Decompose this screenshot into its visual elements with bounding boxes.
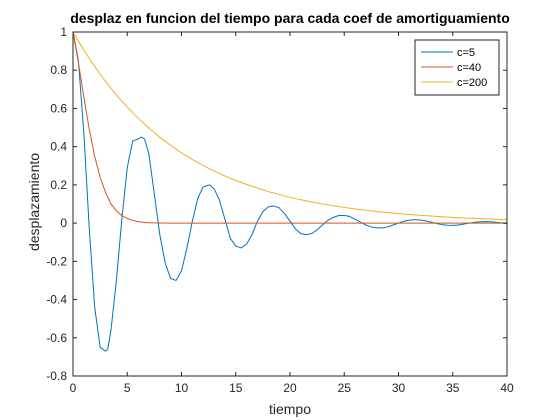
legend: c=5 c=40 c=200 <box>414 39 500 96</box>
series-line-2 <box>72 31 507 224</box>
x-axis-label: tiempo <box>269 401 311 417</box>
x-tick-label: 35 <box>446 381 460 395</box>
x-tick-label: 15 <box>229 381 243 395</box>
legend-entry-label: c=40 <box>457 62 481 74</box>
x-tick-label: 40 <box>500 381 514 395</box>
y-tick-label: 0 <box>60 216 67 230</box>
y-tick-label: 0.8 <box>50 63 67 77</box>
x-tick-label: 30 <box>392 381 406 395</box>
series-line-3 <box>72 31 508 221</box>
y-tick-label: -0.2 <box>46 254 67 268</box>
x-tick-label: 0 <box>70 381 77 395</box>
y-tick-label: -0.6 <box>46 331 67 345</box>
legend-entry-label: c=5 <box>457 47 475 59</box>
y-tick-label: 0.4 <box>50 140 67 154</box>
x-tick-label: 5 <box>124 381 131 395</box>
y-tick-label: -0.4 <box>46 293 67 307</box>
y-tick-label: 0.6 <box>50 101 67 115</box>
y-axis-label: desplazamiento <box>26 153 42 251</box>
x-tick-label: 10 <box>175 381 189 395</box>
axes-layer: 0 5 10 15 20 25 30 35 40 -0.8 -0.6 -0.4 -0.2 0 0.2 0.4 0… <box>46 25 514 395</box>
series-line-1 <box>72 31 508 352</box>
x-tick-label: 20 <box>283 381 297 395</box>
y-tick-label: -0.8 <box>46 369 67 383</box>
x-tick-label: 25 <box>338 381 352 395</box>
chart-title: desplaz en funcion del tiempo para cada … <box>70 10 510 26</box>
y-tick-label: 1 <box>60 25 67 39</box>
y-tick-label: 0.2 <box>50 178 67 192</box>
series-layer <box>72 31 508 352</box>
legend-entry-label: c=200 <box>457 77 487 89</box>
